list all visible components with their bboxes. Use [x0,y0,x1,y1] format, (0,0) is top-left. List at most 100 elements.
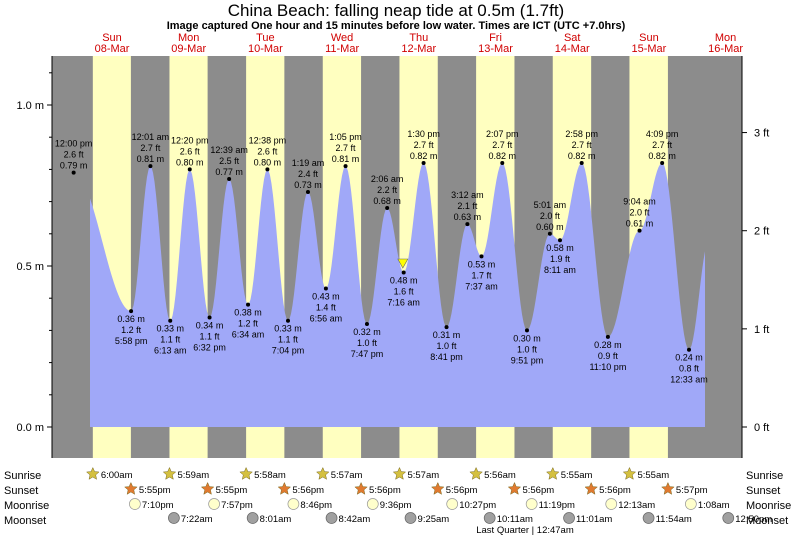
extreme-time: 8:41 pm [430,352,463,362]
extreme-height-m: 0.73 m [294,180,322,190]
extreme-time: 6:13 am [154,346,187,356]
extreme-height-m: 0.82 m [568,151,596,161]
extreme-time: 12:33 am [670,375,708,385]
extreme-time: 6:34 am [232,330,265,340]
extreme-height-m: 0.82 m [648,151,676,161]
extreme-height-m: 0.32 m [353,327,381,337]
moonset-icon [642,512,655,524]
sunrise-icon [85,466,100,480]
extreme-height-m: 0.28 m [594,340,622,350]
row-label-right: Sunset [746,485,780,497]
day-date: 10-Mar [248,43,283,55]
day-name: Mon [178,32,199,44]
sunset-time: 5:56pm [446,485,478,496]
row-label-left: Moonset [4,515,46,527]
extreme-height-ft: 1.0 ft [357,338,378,348]
extreme-dot [265,167,270,172]
chart-subtitle: Image captured One hour and 15 minutes b… [167,20,626,32]
extreme-height-ft: 2.6 ft [257,146,278,156]
extreme-time: 4:09 pm [646,129,679,139]
day-name: Tue [256,32,275,44]
day-date: 12-Mar [401,43,436,55]
extreme-height-m: 0.82 m [410,151,438,161]
moonrise-time: 10:27pm [459,500,496,511]
sunrise-icon [545,466,560,480]
extreme-dot [129,309,134,314]
extreme-height-m: 0.24 m [675,353,703,363]
sunset-icon [661,481,675,495]
extreme-time: 7:47 pm [351,349,384,359]
extreme-height-ft: 2.5 ft [219,156,240,166]
extreme-height-m: 0.81 m [137,154,165,164]
extreme-time: 5:58 pm [115,336,148,346]
extreme-height-m: 0.33 m [274,324,302,334]
day-name: Sun [639,32,659,44]
chart-axes: 0.0 m 0.5 m 1.0 m 0 ft 1 ft 2 ft 3 ft [16,56,769,458]
moonset-time: 8:01am [260,514,292,525]
sunrise-icon [239,466,253,480]
moonset-time: 10:11am [497,514,533,525]
extreme-height-ft: 2.0 ft [630,208,651,218]
extreme-height-m: 0.43 m [312,292,340,302]
sunset-time: 5:56pm [292,485,324,496]
sunset-time: 5:56pm [599,485,631,496]
sunrise-time: 6:00am [101,470,133,481]
extreme-dot [148,164,153,169]
extreme-dot [364,321,369,326]
extreme-dot [71,170,76,175]
extreme-dot [500,160,505,165]
extreme-height-ft: 2.6 ft [64,150,85,160]
sunset-time: 5:56pm [522,485,554,496]
extreme-time: 11:10 pm [589,362,626,372]
extreme-height-m: 0.60 m [536,222,564,232]
extreme-time: 8:11 am [544,265,576,275]
row-label-left: Sunrise [4,470,41,482]
extreme-dot [227,177,232,182]
extreme-dot [605,334,610,339]
sunrise-time: 5:55am [561,470,593,481]
row-label-left: Moonrise [4,500,49,512]
moonrise-icon [525,498,538,510]
moonset-icon [483,512,496,524]
extreme-height-ft: 2.7 ft [492,140,513,150]
extreme-time: 3:12 am [451,190,484,200]
extreme-height-m: 0.38 m [234,308,262,318]
extreme-height-ft: 2.0 ft [540,211,561,221]
extreme-height-m: 0.82 m [489,151,517,161]
row-label-right: Moonrise [746,500,791,512]
sunset-time: 5:56pm [369,485,401,496]
extreme-height-ft: 2.7 ft [652,140,673,150]
moonrise-time: 7:57pm [221,500,253,511]
extreme-height-ft: 1.6 ft [394,286,415,296]
extreme-height-ft: 1.0 ft [437,341,458,351]
extreme-height-m: 0.33 m [156,324,184,334]
left-tick-label: 0.0 m [16,422,44,434]
extreme-time: 6:56 am [310,314,343,324]
extreme-height-m: 0.61 m [626,219,654,229]
moonset-time: 8:42am [339,514,371,525]
extreme-height-m: 0.63 m [454,212,482,222]
moonrise-icon [605,498,618,510]
extreme-time: 5:01 am [534,200,567,210]
extreme-dot [687,347,692,352]
moonrise-time: 11:19pm [539,500,575,511]
sunrise-time: 5:55am [637,470,669,481]
extreme-height-ft: 2.7 ft [572,140,593,150]
extreme-time: 7:16 am [387,297,420,307]
moonrise-icon [446,498,459,510]
extreme-dot [385,206,390,211]
moonset-icon [168,512,180,524]
day-date: 13-Mar [478,43,513,55]
extreme-time: 12:01 am [132,132,170,142]
extreme-height-ft: 0.8 ft [679,364,700,374]
extreme-height-ft: 1.0 ft [517,344,538,354]
sunrise-icon [315,466,330,480]
extreme-height-ft: 0.9 ft [598,351,619,361]
extreme-height-m: 0.77 m [215,167,243,177]
extreme-time: 2:06 am [371,174,404,184]
sunset-icon [507,481,522,495]
sunset-time: 5:55pm [139,485,171,496]
extreme-time: 7:04 pm [272,346,305,356]
extreme-height-ft: 2.6 ft [180,146,201,156]
